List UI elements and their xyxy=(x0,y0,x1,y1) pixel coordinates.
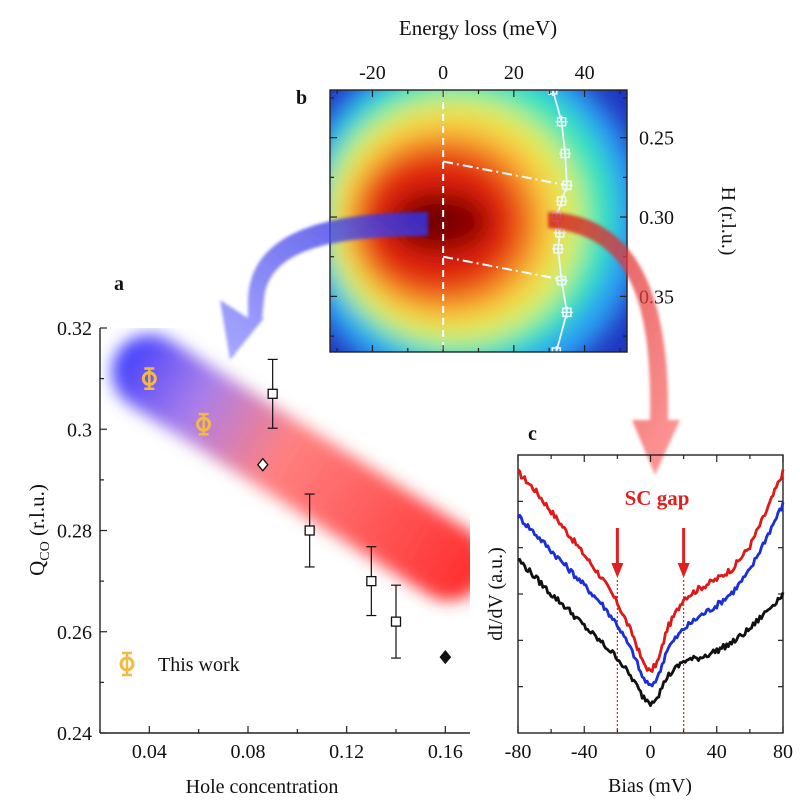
blue-arrow xyxy=(220,212,428,360)
data-point-this-work xyxy=(196,416,212,432)
didv-curve xyxy=(516,501,785,688)
didv-curve xyxy=(517,468,785,673)
peak-marker xyxy=(550,346,563,352)
legend-marker xyxy=(119,656,135,672)
y-tick-label-b: 0.25 xyxy=(639,128,674,150)
axis-label-y-a: QCO (r.l.u.) xyxy=(25,484,53,576)
x-tick-label-c: -80 xyxy=(505,741,532,763)
ylabel-a-unit: (r.l.u.) xyxy=(25,484,49,541)
data-point-square xyxy=(304,525,315,536)
peak-marker xyxy=(555,274,568,287)
data-point-this-work xyxy=(141,371,157,387)
sc-gap-arrow-head xyxy=(611,563,624,578)
wedge-line-upper xyxy=(442,160,568,187)
arrows xyxy=(220,212,680,475)
data-point-square xyxy=(267,388,278,399)
peak-marker xyxy=(555,195,568,208)
wedge-line-lower xyxy=(442,255,568,282)
x-tick-label-c: 0 xyxy=(646,741,656,763)
y-tick-label-a: 0.28 xyxy=(57,521,92,543)
peak-marker xyxy=(552,242,565,255)
panel-label-c: c xyxy=(528,423,537,445)
axis-label-y-c: dI/dV (a.u.) xyxy=(485,547,507,641)
x-tick-label-b: 0 xyxy=(438,62,448,84)
y-tick-label-b: 0.30 xyxy=(639,207,674,229)
peak-marker xyxy=(560,179,573,192)
x-tick-label-a: 0.12 xyxy=(329,741,364,763)
panel-b: -20 0 20 400.250.300.35 xyxy=(329,62,674,353)
red-arrow xyxy=(548,212,680,475)
x-tick-label-b: 20 xyxy=(504,62,524,84)
axis-label-x-c: Bias (mV) xyxy=(608,775,692,797)
peak-marker xyxy=(555,115,568,128)
data-point-square xyxy=(366,575,377,587)
legend-label: This work xyxy=(158,654,240,676)
x-tick-label-c: -40 xyxy=(571,741,598,763)
ylabel-a-sub: CO xyxy=(38,541,53,560)
x-tick-label-a: 0.04 xyxy=(132,741,167,763)
x-tick-label-a: 0.16 xyxy=(428,741,463,763)
y-tick-label-a: 0.3 xyxy=(67,419,92,441)
didv-curve xyxy=(517,558,785,707)
peak-marker xyxy=(559,147,572,160)
sc-gap-annotation: SC gap xyxy=(625,486,690,510)
heatmap-image xyxy=(330,90,627,352)
axis-label-x-b: Energy loss (meV) xyxy=(399,16,557,40)
y-tick-label-a: 0.32 xyxy=(57,318,92,340)
peak-marker xyxy=(546,90,559,96)
data-point-diamond xyxy=(439,650,452,665)
y-tick-label-a: 0.24 xyxy=(57,723,92,745)
x-tick-label-a: 0.08 xyxy=(231,741,266,763)
trend-band xyxy=(112,334,470,601)
x-tick-label-c: 80 xyxy=(773,741,793,763)
data-point-diamond xyxy=(256,457,269,472)
x-tick-label-b: 40 xyxy=(575,62,595,84)
peak-marker xyxy=(560,306,573,319)
sc-gap-arrow-head xyxy=(677,563,690,578)
panel-c: -80 -40 0 40 80 xyxy=(505,454,793,763)
panel-label-a: a xyxy=(114,273,124,295)
panel-label-b: b xyxy=(296,87,307,109)
axis-label-x-a: Hole concentration xyxy=(186,776,339,798)
ylabel-a-main: Q xyxy=(25,561,49,576)
x-tick-label-c: 40 xyxy=(707,741,727,763)
x-tick-label-b: -20 xyxy=(359,62,386,84)
y-tick-label-a: 0.26 xyxy=(57,622,92,644)
axis-label-y-b: H (r.l.u.) xyxy=(717,187,739,256)
data-point-square xyxy=(390,616,402,627)
panel-a: 0.04 0.08 0.12 0.16 0.24 0.26 0.28 0.3 0.32 xyxy=(57,318,470,763)
